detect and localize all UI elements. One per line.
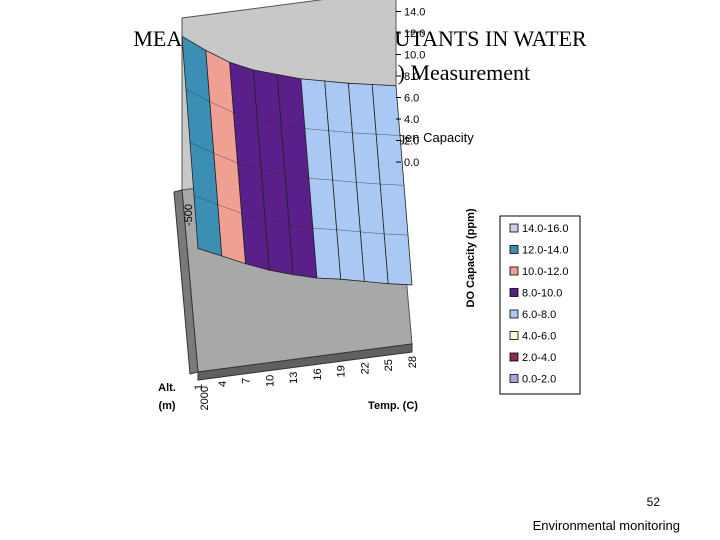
y-tick-label: 14.0 xyxy=(404,7,425,19)
surface-mesh-line xyxy=(308,178,333,181)
y-tick-label: 10.0 xyxy=(404,50,425,62)
legend-item-label: 14.0-16.0 xyxy=(522,223,568,235)
surface-mesh-line xyxy=(352,132,377,135)
surface-mesh-line xyxy=(336,229,361,233)
x-tick-label: 4 xyxy=(217,381,229,387)
surface-mesh-line xyxy=(384,233,409,236)
surface-mesh-line xyxy=(328,130,353,134)
page-number: 52 xyxy=(646,495,660,509)
x-tick-label: 7 xyxy=(241,378,253,384)
surface-mesh-line xyxy=(360,231,385,235)
y-tick-label: 0.0 xyxy=(404,157,419,169)
x-tick-label: 16 xyxy=(312,368,324,380)
surface-mesh-line xyxy=(285,174,309,179)
x-tick-label: 22 xyxy=(359,362,371,374)
surface-mesh-line xyxy=(233,112,258,121)
legend-swatch xyxy=(509,352,519,362)
footer-text: Environmental monitoring xyxy=(532,518,680,533)
floor-front-edge xyxy=(197,343,413,381)
surface-mesh-line xyxy=(312,227,337,230)
surface-mesh-line xyxy=(217,204,242,214)
y-tick-label: 2.0 xyxy=(404,136,419,148)
y-axis-ticks: 0.02.04.06.08.010.012.014.016.0 xyxy=(396,7,425,169)
surface-mesh-line xyxy=(261,169,286,175)
x-tick-label: 10 xyxy=(264,375,276,387)
legend: 14.0-16.0 12.0-14.0 10.0-12.0 8.0-10.0 6.0-8… xyxy=(499,215,581,395)
surface-mesh-line xyxy=(237,162,262,171)
y-tick-label: 12.0 xyxy=(404,28,425,40)
legend-item-label: 0.0-2.0 xyxy=(522,374,556,386)
surface-mesh-line xyxy=(332,179,357,183)
surface-mesh-line xyxy=(189,142,214,154)
surface-mesh-line xyxy=(380,183,405,186)
x-axis-ticks: 1 4 7 10 13 16 19 22 25 28 xyxy=(193,356,419,390)
floor-side-edge xyxy=(173,189,199,375)
x-tick-label: 28 xyxy=(407,356,419,368)
x-axis-title: Temp. (C) xyxy=(368,400,418,412)
depth-axis-ticks: 2000 -500 xyxy=(183,204,211,410)
legend-item-label: 8.0-10.0 xyxy=(522,288,562,300)
legend-swatch xyxy=(509,245,519,254)
y-axis-title: DO Capacity (ppm) xyxy=(465,208,477,307)
depth-axis-title: Alt. xyxy=(158,382,176,394)
legend-swatch xyxy=(509,288,519,297)
surface-mesh-line xyxy=(289,224,313,229)
surface-mesh-line xyxy=(376,134,401,136)
legend-item-label: 6.0-8.0 xyxy=(522,309,556,321)
legend-item-label: 2.0-4.0 xyxy=(522,352,556,364)
y-tick-label: 6.0 xyxy=(404,93,419,105)
legend-item-label: 10.0-12.0 xyxy=(522,266,568,278)
legend-box xyxy=(499,215,581,395)
x-tick-label: 1 xyxy=(193,384,205,390)
surface-mesh-line xyxy=(304,128,329,131)
chart-surface xyxy=(181,35,413,286)
legend-swatch xyxy=(509,223,519,233)
surface-mesh-line xyxy=(265,219,290,225)
surface-mesh-line xyxy=(213,153,238,164)
legend-swatch xyxy=(509,266,519,276)
surface-mesh-line xyxy=(185,89,210,102)
surface-mesh-line xyxy=(193,195,218,205)
y-tick-label: 8.0 xyxy=(404,71,419,83)
depth-axis-unit: (m) xyxy=(158,400,175,412)
surface-mesh-line xyxy=(281,124,305,129)
legend-swatch xyxy=(509,309,519,319)
surface-mesh-line xyxy=(257,119,282,125)
legend-swatch xyxy=(509,331,519,340)
legend-item-label: 12.0-14.0 xyxy=(522,245,568,257)
surface-mesh-line xyxy=(356,182,381,185)
depth-tick-label: -500 xyxy=(183,204,195,226)
legend-swatch xyxy=(509,374,519,383)
legend-item-label: 4.0-6.0 xyxy=(522,331,556,343)
x-tick-label: 19 xyxy=(336,365,348,377)
x-tick-label: 13 xyxy=(288,372,300,384)
surface-mesh-line xyxy=(209,101,234,113)
x-tick-label: 25 xyxy=(383,359,395,371)
surface-mesh-line xyxy=(241,213,266,221)
y-tick-label: 4.0 xyxy=(404,114,419,126)
depth-tick-label: 2000 xyxy=(199,386,211,410)
